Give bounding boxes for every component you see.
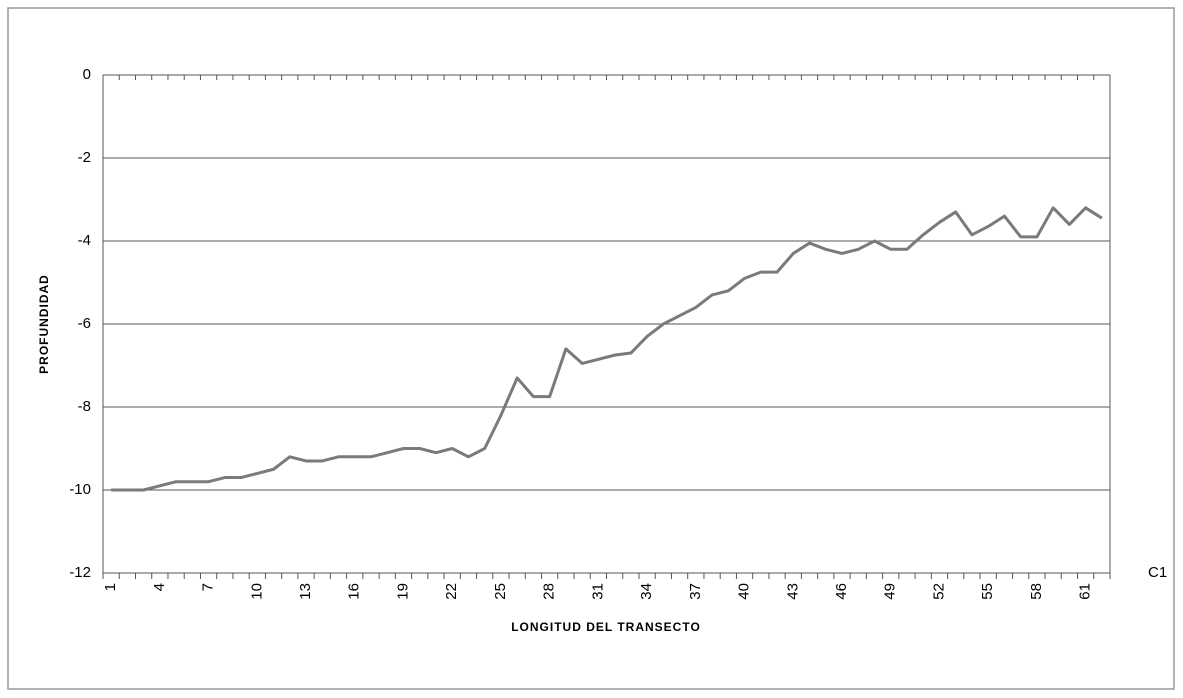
y-tick-label: -2 <box>78 149 91 166</box>
x-tick-label: 31 <box>589 583 606 600</box>
y-tick-label: -4 <box>78 232 91 249</box>
x-tick-label: 19 <box>394 583 411 600</box>
x-tick-label: 52 <box>930 583 947 600</box>
x-tick-label: 13 <box>297 583 314 600</box>
x-tick-label: 34 <box>638 583 655 600</box>
x-tick-label: 40 <box>736 583 753 600</box>
x-tick-label: 1 <box>102 583 119 591</box>
x-axis-title: LONGITUD DEL TRANSECTO <box>511 620 701 634</box>
x-tick-label: 16 <box>346 583 363 600</box>
x-tick-label: 25 <box>492 583 509 600</box>
x-tick-label: 22 <box>443 583 460 600</box>
y-tick-label: -6 <box>78 315 91 332</box>
x-tick-label: 58 <box>1028 583 1045 600</box>
x-tick-label: 37 <box>687 583 704 600</box>
x-tick-label: 55 <box>979 583 996 600</box>
y-tick-label: -8 <box>78 398 91 415</box>
x-tick-label: 4 <box>151 583 168 591</box>
legend-label: C1 <box>1148 564 1167 581</box>
y-tick-label: 0 <box>83 66 91 83</box>
x-tick-label: 10 <box>248 583 265 600</box>
x-tick-label: 7 <box>200 583 217 591</box>
y-tick-label: -12 <box>69 564 91 581</box>
x-tick-label: 49 <box>882 583 899 600</box>
x-tick-label: 28 <box>541 583 558 600</box>
x-tick-label: 46 <box>833 583 850 600</box>
y-axis-title: PROFUNDIDAD <box>37 274 51 374</box>
x-tick-label: 61 <box>1077 583 1094 600</box>
data-line <box>111 206 1103 492</box>
y-tick-label: -10 <box>69 481 91 498</box>
x-tick-label: 43 <box>784 583 801 600</box>
